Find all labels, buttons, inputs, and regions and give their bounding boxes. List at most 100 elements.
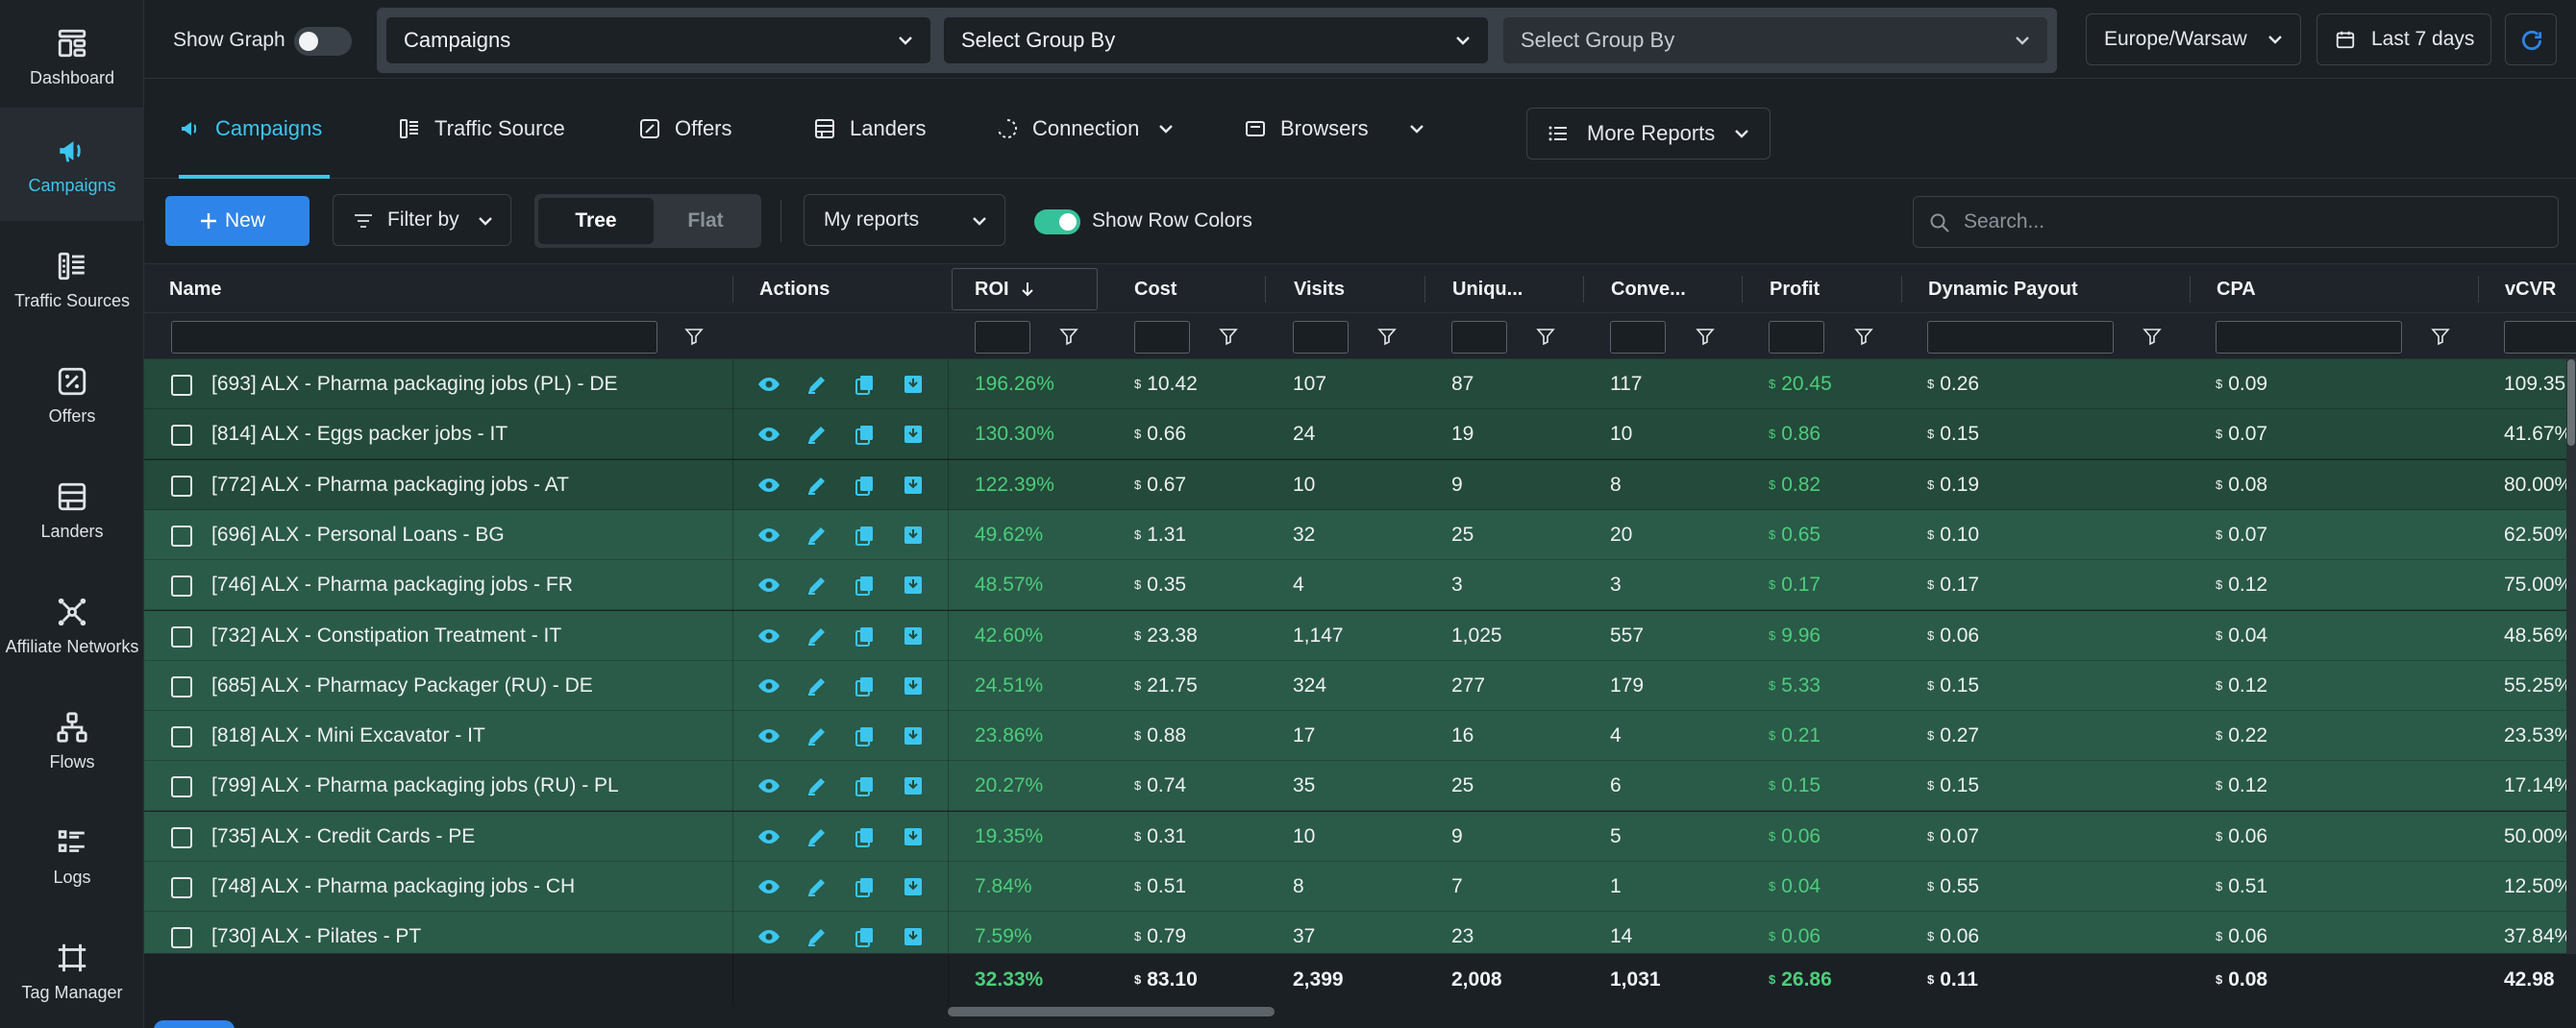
- row-checkbox[interactable]: [171, 675, 192, 698]
- group-by-select-2[interactable]: Select Group By: [944, 17, 1488, 63]
- date-range-picker[interactable]: Last 7 days: [2316, 13, 2491, 65]
- col-header-uniques[interactable]: Uniqu...: [1452, 279, 1523, 300]
- view-icon[interactable]: [757, 423, 780, 446]
- horizontal-scrollbar[interactable]: [948, 1007, 1275, 1016]
- row-checkbox[interactable]: [171, 826, 192, 848]
- flat-view-button[interactable]: Flat: [687, 209, 724, 232]
- campaign-name[interactable]: [693] ALX - Pharma packaging jobs (PL) -…: [211, 373, 618, 395]
- archive-icon[interactable]: [902, 825, 925, 848]
- edit-icon[interactable]: [805, 474, 829, 497]
- duplicate-icon[interactable]: [854, 724, 877, 747]
- timezone-select[interactable]: Europe/Warsaw: [2086, 13, 2301, 65]
- table-row[interactable]: [748] ALX - Pharma packaging jobs - CH 7.…: [144, 862, 2576, 912]
- campaign-name[interactable]: [730] ALX - Pilates - PT: [211, 925, 422, 948]
- row-checkbox[interactable]: [171, 475, 192, 497]
- view-icon[interactable]: [757, 373, 780, 396]
- table-row[interactable]: [814] ALX - Eggs packer jobs - IT 130.30%…: [144, 409, 2576, 460]
- col-header-visits[interactable]: Visits: [1294, 279, 1345, 300]
- tab-connection[interactable]: Connection: [996, 79, 1176, 179]
- col-header-vcvr[interactable]: vCVR: [2505, 279, 2557, 300]
- filter-icon[interactable]: [1059, 327, 1078, 346]
- campaign-name[interactable]: [746] ALX - Pharma packaging jobs - FR: [211, 574, 573, 597]
- edit-icon[interactable]: [805, 674, 829, 698]
- campaign-name[interactable]: [818] ALX - Mini Excavator - IT: [211, 724, 485, 747]
- archive-icon[interactable]: [902, 925, 925, 948]
- sidebar-item-tag-manager[interactable]: Tag Manager: [0, 915, 144, 1028]
- new-button[interactable]: New: [165, 196, 310, 246]
- campaign-name[interactable]: [732] ALX - Constipation Treatment - IT: [211, 624, 562, 647]
- uniques-filter-input[interactable]: [1451, 321, 1507, 354]
- col-header-name[interactable]: Name: [169, 279, 222, 300]
- sidebar-item-traffic-sources[interactable]: Traffic Sources: [0, 223, 144, 336]
- table-row[interactable]: [735] ALX - Credit Cards - PE 19.35% $0.31…: [144, 811, 2576, 862]
- edit-icon[interactable]: [805, 925, 829, 948]
- view-icon[interactable]: [757, 574, 780, 597]
- sidebar-item-flows[interactable]: Flows: [0, 684, 144, 797]
- edit-icon[interactable]: [805, 875, 829, 898]
- search-input[interactable]: [1964, 197, 2540, 247]
- archive-icon[interactable]: [902, 624, 925, 648]
- duplicate-icon[interactable]: [854, 474, 877, 497]
- my-reports-select[interactable]: My reports: [804, 194, 1005, 246]
- cost-filter-input[interactable]: [1134, 321, 1190, 354]
- duplicate-icon[interactable]: [854, 373, 877, 396]
- col-header-conversions[interactable]: Conve...: [1611, 279, 1686, 300]
- view-icon[interactable]: [757, 825, 780, 848]
- row-checkbox[interactable]: [171, 425, 192, 447]
- row-checkbox[interactable]: [171, 625, 192, 648]
- edit-icon[interactable]: [805, 825, 829, 848]
- group-by-select-1[interactable]: Campaigns: [386, 17, 930, 63]
- col-header-profit[interactable]: Profit: [1770, 279, 1821, 300]
- filter-icon[interactable]: [1219, 327, 1238, 346]
- view-icon[interactable]: [757, 875, 780, 898]
- view-icon[interactable]: [757, 624, 780, 648]
- filter-icon[interactable]: [1854, 327, 1873, 346]
- conversions-filter-input[interactable]: [1610, 321, 1666, 354]
- support-chat-button[interactable]: [154, 1020, 235, 1028]
- view-icon[interactable]: [757, 524, 780, 547]
- filter-icon[interactable]: [1536, 327, 1555, 346]
- archive-icon[interactable]: [902, 875, 925, 898]
- row-checkbox[interactable]: [171, 877, 192, 898]
- campaign-name[interactable]: [748] ALX - Pharma packaging jobs - CH: [211, 875, 576, 897]
- refresh-button[interactable]: [2505, 13, 2557, 65]
- filter-icon[interactable]: [1377, 327, 1397, 346]
- campaign-name[interactable]: [772] ALX - Pharma packaging jobs - AT: [211, 473, 569, 496]
- duplicate-icon[interactable]: [854, 524, 877, 547]
- campaign-name[interactable]: [799] ALX - Pharma packaging jobs (RU) -…: [211, 774, 619, 797]
- edit-icon[interactable]: [805, 724, 829, 747]
- archive-icon[interactable]: [902, 423, 925, 446]
- row-checkbox[interactable]: [171, 776, 192, 798]
- campaign-name[interactable]: [685] ALX - Pharmacy Packager (RU) - DE: [211, 673, 593, 697]
- col-header-cpa[interactable]: CPA: [2217, 279, 2256, 300]
- table-row[interactable]: [818] ALX - Mini Excavator - IT 23.86% $0.…: [144, 711, 2576, 762]
- col-header-dynamic-payout[interactable]: Dynamic Payout: [1928, 279, 2078, 300]
- duplicate-icon[interactable]: [854, 925, 877, 948]
- sidebar-item-landers[interactable]: Landers: [0, 453, 144, 567]
- vcvr-filter-input[interactable]: [2504, 321, 2576, 354]
- tree-view-button[interactable]: Tree: [538, 198, 654, 244]
- row-checkbox[interactable]: [171, 375, 192, 396]
- table-row[interactable]: [693] ALX - Pharma packaging jobs (PL) -…: [144, 359, 2576, 409]
- row-checkbox[interactable]: [171, 575, 192, 598]
- row-checkbox[interactable]: [171, 927, 192, 949]
- campaign-name[interactable]: [814] ALX - Eggs packer jobs - IT: [211, 423, 508, 446]
- view-icon[interactable]: [757, 925, 780, 948]
- duplicate-icon[interactable]: [854, 825, 877, 848]
- row-checkbox[interactable]: [171, 525, 192, 547]
- tab-offers[interactable]: Offers: [638, 79, 732, 179]
- sidebar-item-dashboard[interactable]: Dashboard: [0, 0, 144, 113]
- sidebar-item-affiliate-networks[interactable]: Affiliate Networks: [0, 569, 144, 682]
- view-icon[interactable]: [757, 724, 780, 747]
- table-row[interactable]: [730] ALX - Pilates - PT 7.59% $0.79 37 23 14…: [144, 912, 2576, 953]
- view-icon[interactable]: [757, 674, 780, 698]
- table-row[interactable]: [772] ALX - Pharma packaging jobs - AT 12…: [144, 459, 2576, 510]
- edit-icon[interactable]: [805, 524, 829, 547]
- duplicate-icon[interactable]: [854, 774, 877, 797]
- col-header-cost[interactable]: Cost: [1134, 279, 1177, 300]
- archive-icon[interactable]: [902, 474, 925, 497]
- campaign-name[interactable]: [735] ALX - Credit Cards - PE: [211, 824, 476, 847]
- filter-icon[interactable]: [1696, 327, 1715, 346]
- edit-icon[interactable]: [805, 774, 829, 797]
- dynamic-payout-filter-input[interactable]: [1927, 321, 2114, 354]
